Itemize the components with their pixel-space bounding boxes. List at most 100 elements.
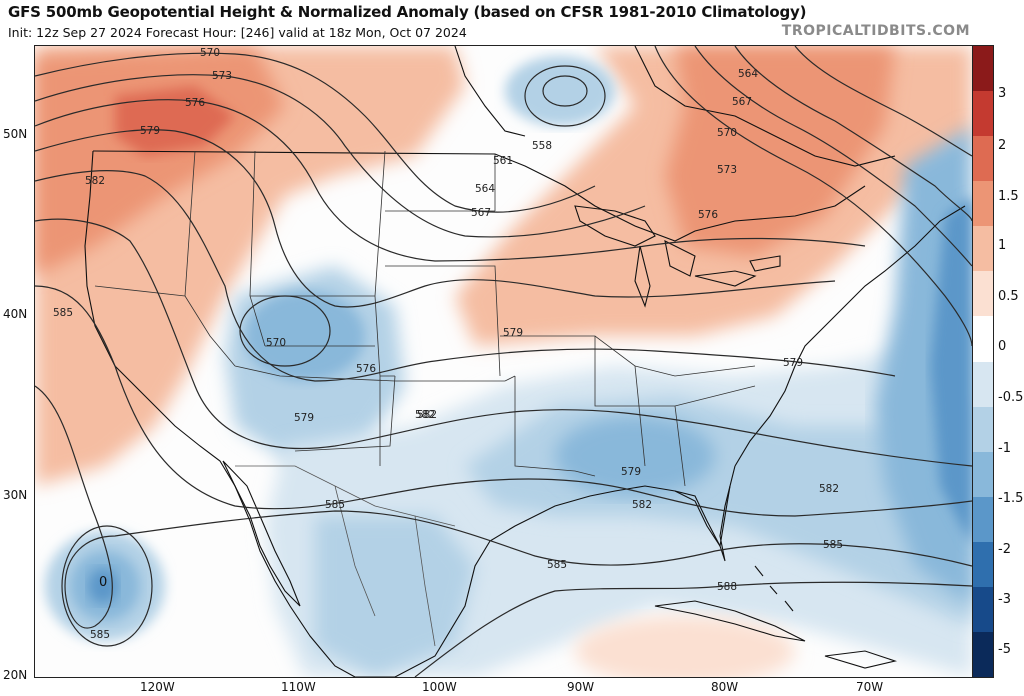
geography [84,46,966,677]
contour-label: 582 [819,483,839,495]
colorbar-tick-label: -5 [998,642,1011,657]
contour-line [35,74,646,238]
contour-label: 585 [823,539,843,551]
contour-line [654,46,972,347]
great-lakes [574,205,781,308]
contour-label: 582 [85,175,105,187]
mexico-border [235,465,456,647]
contour-label: 558 [532,140,552,152]
contour-label: 579 [294,412,314,424]
contour-label: 576 [185,97,205,109]
contour-line [35,52,596,213]
map-subtitle: Init: 12z Sep 27 2024 Forecast Hour: [24… [8,25,467,40]
contour-label: 570 [717,127,737,139]
contour-label: 567 [732,96,752,108]
east-coastline [734,205,966,467]
contour-label: 561 [493,155,513,167]
contour-label: 579 [621,466,641,478]
contour-label: 573 [212,70,232,82]
map-svg: 570 573 576 579 582 585 564 567 570 573 … [35,46,972,677]
contour-label: 582 [417,409,437,421]
anomaly-positive-northeast-strong [665,46,895,256]
anomaly-positive-northwest-core [115,86,235,156]
anomaly-negative-gulf-core [555,416,715,496]
colorbar-segment [973,586,993,633]
anomaly-negative-mexico [315,516,475,677]
pacific-low-contour [61,525,153,647]
contour-label: 570 [200,47,220,59]
contour-line [694,46,972,267]
southwest-low-contour [239,295,331,367]
map-title: GFS 500mb Geopotential Height & Normaliz… [8,3,807,21]
contour-label: 585 [547,559,567,571]
weather-map: 570 573 576 579 582 585 564 567 570 573 … [34,45,973,678]
colorbar-segment [973,181,993,228]
contour-line [35,218,972,467]
contour-label: 579 [783,357,803,369]
colorbar-segment [973,361,993,408]
colorbar-tick-label: 3 [998,86,1007,101]
colorbar-segment [973,631,993,677]
contour-label: 579 [503,327,523,339]
anomaly-negative-atlantic-core [930,196,972,546]
lon-label: 110W [281,680,316,694]
west-coastline [84,150,356,677]
state-lines [94,150,756,487]
colorbar-segment [973,496,993,543]
colorbar-segment [973,136,993,183]
contour-label: 576 [698,209,718,221]
contour-label: 582 [632,499,652,511]
lon-label: 100W [422,680,457,694]
colorbar-segment [973,91,993,138]
closed-high-contour [524,65,606,127]
lon-label: 90W [567,680,595,694]
cuba-outline [654,600,806,642]
closed-high-contour-inner [542,75,588,107]
colorbar-tick-label: 2 [998,138,1007,153]
northern-coastline [454,46,896,167]
contour-label: 567 [471,207,491,219]
low-center-marker: 0 [99,575,107,590]
colorbar-tick-label: 0 [998,339,1007,354]
colorbar-tick-label: -3 [998,592,1011,607]
contour-line [35,385,972,629]
anomaly-shading [35,46,972,677]
colorbar-tick-label: 1 [998,238,1007,253]
colorbar-segment [973,46,993,93]
contour-label: 579 [140,125,160,137]
colorbar-segment [973,271,993,318]
contour-label: 576 [356,363,376,375]
brand-watermark: TROPICALTIDBITS.COM [781,23,970,39]
anomaly-negative-north [505,56,615,126]
contour-line [414,581,972,677]
colorbar-tick-label: 0.5 [998,289,1019,304]
contour-label: 564 [475,183,495,195]
hispaniola-outline [824,650,898,669]
contour-line [794,46,972,157]
contour-line [35,99,866,262]
contour-label: 570 [266,337,286,349]
colorbar-tick-label: -0.5 [998,390,1024,405]
gulf-coastline [355,485,731,677]
lat-label: 20N [3,668,28,682]
colorbar-tick-label: -2 [998,542,1011,557]
contour-label: 585 [90,629,110,641]
colorbar-segment [973,406,993,453]
contour-label: 573 [717,164,737,176]
colorbar-tick-label: -1 [998,441,1011,456]
anomaly-negative-southwest-core [245,291,365,381]
anomaly-colorbar [972,45,994,678]
contour-line [35,129,836,308]
florida-coast [674,465,736,562]
lon-label: 70W [856,680,884,694]
contour-line [35,169,896,382]
anomaly-positive-caribbean [575,616,795,677]
lat-label: 30N [3,488,28,502]
lon-label: 120W [140,680,175,694]
contour-labels: 570 573 576 579 582 585 564 567 570 573 … [53,47,843,641]
height-contours [35,46,972,677]
contour-line [734,46,972,222]
lat-label: 50N [3,127,28,141]
contour-label: 582 [415,409,435,421]
anomaly-negative-pacific-low-center [88,568,118,604]
